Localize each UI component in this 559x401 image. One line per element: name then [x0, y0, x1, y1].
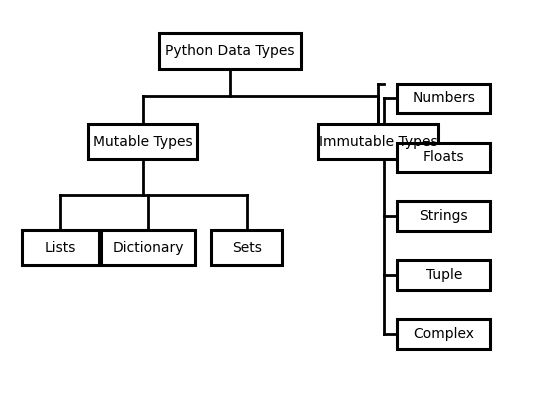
FancyBboxPatch shape	[397, 201, 490, 231]
Text: Mutable Types: Mutable Types	[93, 135, 192, 148]
Text: Dictionary: Dictionary	[112, 241, 184, 255]
Text: Sets: Sets	[231, 241, 262, 255]
FancyBboxPatch shape	[397, 142, 490, 172]
Text: Python Data Types: Python Data Types	[165, 44, 295, 58]
FancyBboxPatch shape	[397, 83, 490, 113]
FancyBboxPatch shape	[159, 34, 301, 69]
Text: Immutable Types: Immutable Types	[319, 135, 438, 148]
FancyBboxPatch shape	[88, 124, 197, 159]
Text: Numbers: Numbers	[413, 91, 475, 105]
FancyBboxPatch shape	[318, 124, 438, 159]
Text: Complex: Complex	[413, 327, 475, 341]
FancyBboxPatch shape	[397, 260, 490, 290]
Text: Lists: Lists	[45, 241, 76, 255]
Text: Floats: Floats	[423, 150, 465, 164]
FancyBboxPatch shape	[211, 230, 282, 265]
FancyBboxPatch shape	[22, 230, 99, 265]
Text: Tuple: Tuple	[425, 268, 462, 282]
Text: Strings: Strings	[420, 209, 468, 223]
FancyBboxPatch shape	[397, 319, 490, 349]
FancyBboxPatch shape	[101, 230, 195, 265]
